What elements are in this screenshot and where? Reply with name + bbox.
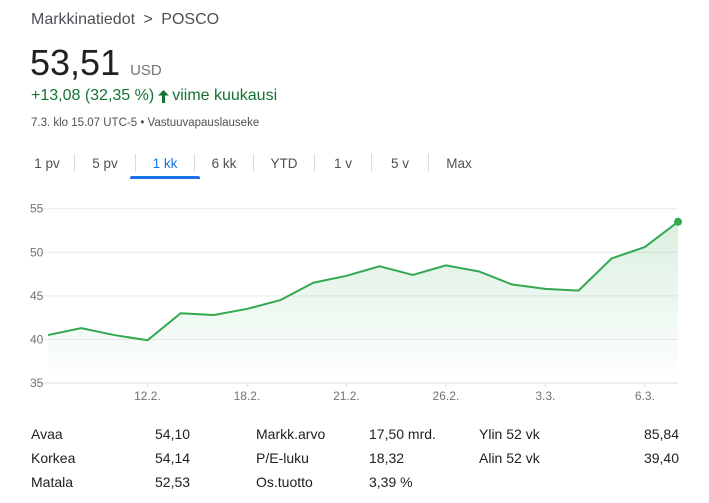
stat-label: Ylin 52 vk [479, 426, 540, 442]
tab-5-years[interactable]: 5 v [372, 156, 428, 171]
price-change: +13,08 (32,35 %) [31, 87, 155, 104]
currency-code: USD [130, 62, 162, 79]
tab-5-days[interactable]: 5 pv [75, 156, 135, 171]
x-tick-label: 18.2. [234, 389, 261, 403]
stat-label: Markk.arvo [256, 426, 326, 442]
price-line [47, 220, 679, 342]
tab-label: 5 pv [92, 155, 118, 171]
x-tick-label: 12.2. [134, 389, 161, 403]
tab-divider [135, 154, 136, 172]
area-fill [48, 221, 678, 383]
tab-max[interactable]: Max [429, 156, 489, 171]
x-tick-label: 26.2. [433, 389, 460, 403]
quote-timestamp: 7.3. klo 15.07 UTC-5 [31, 117, 138, 129]
y-tick-label: 45 [30, 289, 44, 303]
stat-label: Korkea [31, 450, 76, 466]
stats-row: Avaa 54,10 Markk.arvo 17,50 mrd. Ylin 52… [31, 426, 686, 446]
arrow-up-icon [158, 89, 170, 103]
price-row: 53,51 USD [30, 42, 162, 84]
meta-bullet: • [140, 117, 145, 129]
tab-label: 1 kk [152, 155, 178, 171]
tab-ytd[interactable]: YTD [254, 156, 314, 171]
tab-divider [428, 154, 429, 172]
x-tick-label: 3.3. [535, 389, 555, 403]
last-price-point [674, 217, 682, 226]
x-tick-label: 21.2. [333, 389, 360, 403]
tab-1-day[interactable]: 1 pv [20, 156, 74, 171]
tab-label: 6 kk [211, 155, 237, 171]
stat-label: Os.tuotto [256, 474, 313, 490]
tab-label: Max [446, 155, 472, 171]
stat-value: 52,53 [155, 474, 191, 490]
tab-1-month[interactable]: 1 kk [130, 155, 200, 179]
y-tick-label: 40 [30, 332, 44, 346]
breadcrumb: Markkinatiedot > POSCO [31, 11, 219, 29]
quote-meta: 7.3. klo 15.07 UTC-5 • Vastuuvapauslause… [31, 117, 259, 129]
range-tabs: 1 pv 5 pv 1 kk 6 kk YTD 1 v 5 v Max [20, 149, 489, 179]
y-tick-label: 55 [30, 202, 44, 216]
tab-divider [314, 154, 315, 172]
tab-label: 1 v [333, 155, 352, 171]
price-chart[interactable]: 35 40 45 50 55 12.2. 18.2. 21.2. 26.2. 3.3. 6.3. [0, 200, 709, 415]
stat-value: 85,84 [643, 426, 679, 442]
tab-label: 1 pv [34, 155, 60, 171]
stat-label: Alin 52 vk [479, 450, 540, 466]
tab-divider [194, 154, 195, 172]
tab-label: 5 v [390, 155, 409, 171]
price-change-row: +13,08 (32,35 %) viime kuukausi [31, 87, 277, 105]
breadcrumb-separator: > [143, 11, 153, 28]
tab-label: YTD [270, 155, 298, 171]
tab-divider [371, 154, 372, 172]
stat-value: 3,39 % [369, 474, 413, 490]
disclaimer-link[interactable]: Vastuuvapauslauseke [147, 117, 260, 129]
stat-value: 39,40 [643, 450, 679, 466]
tab-6-months[interactable]: 6 kk [195, 156, 253, 171]
breadcrumb-parent-link[interactable]: Markkinatiedot [31, 11, 136, 28]
stat-label: Matala [31, 474, 74, 490]
x-tick-label: 6.3. [635, 389, 655, 403]
change-period-label: viime kuukausi [172, 87, 278, 104]
stat-label: Avaa [31, 426, 63, 442]
stat-value: 17,50 mrd. [369, 426, 436, 442]
stat-value: 18,32 [369, 450, 405, 466]
active-tab-indicator [130, 175, 200, 179]
tab-divider [74, 154, 75, 172]
y-tick-label: 50 [30, 245, 44, 259]
stats-row: Matala 52,53 Os.tuotto 3,39 % [31, 474, 686, 494]
y-tick-label: 35 [30, 376, 44, 390]
current-price: 53,51 [30, 42, 121, 83]
tab-1-year[interactable]: 1 v [315, 156, 371, 171]
tab-divider [253, 154, 254, 172]
stat-label: P/E-luku [256, 450, 309, 466]
breadcrumb-current: POSCO [161, 11, 220, 28]
stat-value: 54,10 [155, 426, 191, 442]
stats-row: Korkea 54,14 P/E-luku 18,32 Alin 52 vk 3… [31, 450, 686, 470]
stat-value: 54,14 [155, 450, 191, 466]
